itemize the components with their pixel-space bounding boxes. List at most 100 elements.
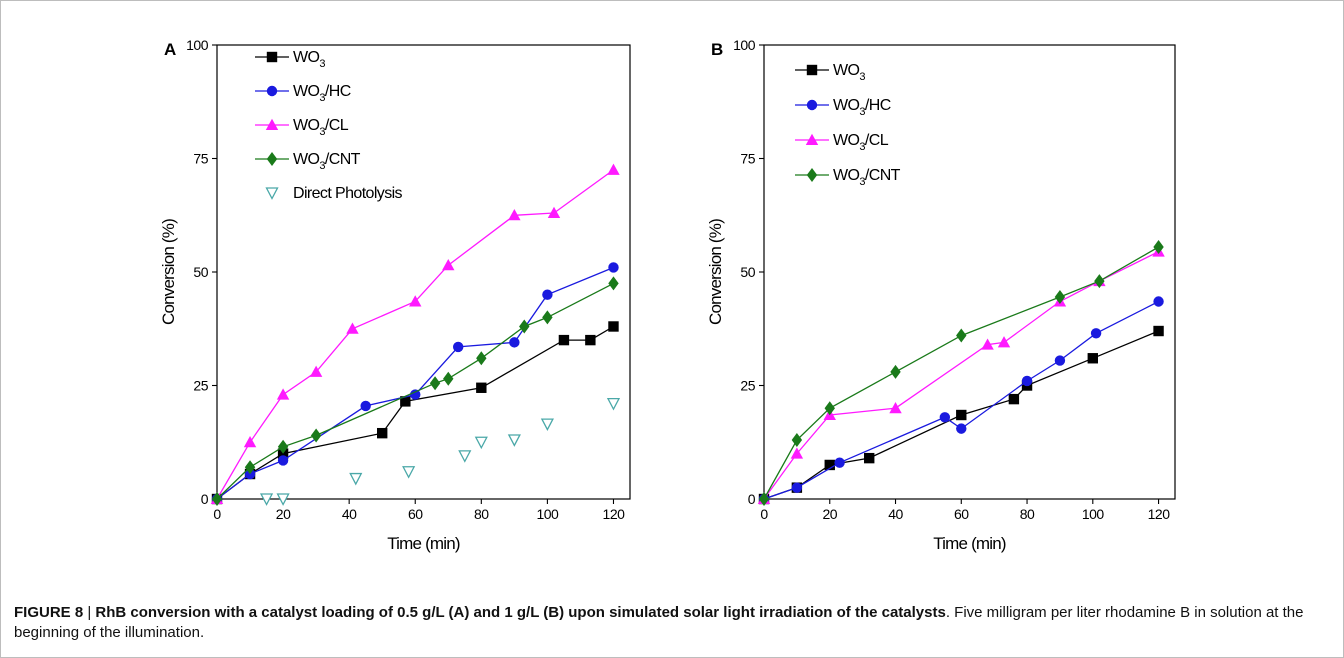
data-point-wo3-cl bbox=[790, 447, 804, 459]
data-point-wo3-cnt bbox=[1094, 274, 1105, 289]
legend-item-wo3-hc-swatch-marker bbox=[806, 99, 818, 111]
series-wo3-cnt bbox=[211, 276, 619, 506]
x-tick-label: 100 bbox=[1082, 506, 1105, 522]
x-tick-label: 0 bbox=[760, 506, 768, 522]
legend-b: WO3 WO3/HC WO3/CL WO3/CNT bbox=[795, 62, 901, 188]
x-tick-label: 20 bbox=[276, 506, 291, 522]
legend-item-wo3-swatch-marker bbox=[806, 64, 818, 76]
series-wo3-cnt bbox=[758, 240, 1164, 506]
data-point-wo3-hc bbox=[956, 423, 967, 434]
data-point-wo3-cnt bbox=[211, 492, 223, 506]
data-point-direct-photolysis bbox=[540, 418, 554, 431]
data-point-wo3-cl bbox=[889, 402, 902, 414]
series-line-wo3-cl bbox=[216, 169, 614, 500]
figure-caption: FIGURE 8 | RhB conversion with a catalys… bbox=[14, 603, 1330, 643]
plot-area-frame-b bbox=[763, 44, 1176, 500]
data-point-wo3-cnt bbox=[476, 351, 487, 366]
series-direct-photolysis bbox=[259, 398, 621, 506]
x-tick-label: 120 bbox=[603, 506, 626, 522]
y-tick-label: 100 bbox=[186, 37, 209, 53]
x-tick-label: 60 bbox=[408, 506, 423, 522]
data-point-wo3 bbox=[956, 409, 967, 421]
y-axis-title-a: Conversion (%) bbox=[159, 219, 178, 325]
data-point-wo3-hc bbox=[410, 389, 421, 400]
legend-item-direct-photolysis-label: Direct Photolysis bbox=[293, 185, 403, 202]
data-point-wo3-cl bbox=[981, 338, 994, 350]
legend-item-wo3-hc-label: WO3/HC bbox=[833, 97, 891, 118]
y-tick-label: 25 bbox=[740, 378, 755, 394]
legend-item-wo3-cnt: WO3/CNT bbox=[255, 151, 361, 172]
series-wo3 bbox=[211, 321, 619, 505]
legend-a: WO3 WO3/HC WO3/CL WO3/CNT Direct Photolysis bbox=[255, 49, 403, 202]
legend-item-wo3-cl-label: WO3/CL bbox=[293, 117, 349, 138]
series-wo3-cl bbox=[757, 245, 1165, 504]
data-point-wo3-cnt bbox=[956, 328, 967, 343]
data-point-wo3-hc bbox=[1153, 296, 1164, 307]
y-tick-label: 75 bbox=[193, 151, 208, 167]
data-point-wo3-cnt bbox=[310, 428, 322, 443]
data-point-wo3-hc bbox=[608, 262, 619, 273]
charts-canvas: A 0 20 40 60 80 100 120 0 25 50 75 100 Time (min) Conv… bbox=[159, 37, 1176, 553]
data-point-direct-photolysis bbox=[349, 472, 363, 486]
x-tick-label: 120 bbox=[1148, 506, 1171, 522]
panel-label-b: B bbox=[711, 40, 723, 59]
legend-item-wo3-cl-label: WO3/CL bbox=[833, 132, 889, 153]
y-axis-title-b: Conversion (%) bbox=[706, 219, 725, 325]
data-point-wo3-cnt bbox=[890, 364, 901, 379]
data-point-wo3-cl bbox=[243, 436, 257, 448]
caption-separator: | bbox=[83, 604, 96, 621]
legend-item-wo3-hc-swatch-marker bbox=[266, 85, 278, 97]
x-tick-label: 20 bbox=[822, 506, 837, 522]
data-point-wo3-hc bbox=[1054, 355, 1066, 366]
data-point-direct-photolysis bbox=[474, 436, 488, 450]
x-tick-label: 60 bbox=[954, 506, 969, 522]
legend-item-wo3-hc: WO3/HC bbox=[795, 97, 891, 118]
chart-panel-b: B 0 20 40 60 80 100 120 0 25 50 75 100 Time (min) Conv… bbox=[706, 37, 1176, 553]
data-point-wo3-hc bbox=[1090, 328, 1102, 339]
data-point-wo3-cl bbox=[508, 209, 521, 221]
legend-item-direct-photolysis-swatch-marker bbox=[265, 187, 279, 200]
x-tick-label: 40 bbox=[888, 506, 903, 522]
data-point-wo3-hc bbox=[939, 412, 951, 423]
x-axis-title-a: Time (min) bbox=[387, 534, 460, 553]
legend-item-wo3: WO3 bbox=[255, 49, 326, 70]
legend-item-wo3-cl-swatch-marker bbox=[805, 133, 819, 145]
series-wo3 bbox=[758, 325, 1164, 505]
data-point-wo3-cnt bbox=[608, 276, 619, 291]
series-line-wo3-cnt bbox=[216, 282, 614, 500]
caption-title: RhB conversion with a catalyst loading o… bbox=[95, 604, 946, 621]
chart-panel-a: A 0 20 40 60 80 100 120 0 25 50 75 100 Time (min) Conv… bbox=[159, 37, 631, 553]
data-point-direct-photolysis bbox=[276, 493, 290, 506]
series-line-wo3-cnt bbox=[763, 246, 1159, 500]
x-tick-label: 40 bbox=[342, 506, 357, 522]
y-tick-label: 50 bbox=[740, 264, 755, 280]
y-tick-label: 0 bbox=[748, 491, 756, 507]
data-point-wo3-cl bbox=[276, 388, 290, 400]
data-point-wo3 bbox=[824, 459, 835, 471]
data-point-direct-photolysis bbox=[259, 493, 274, 506]
y-tick-label: 100 bbox=[733, 37, 756, 53]
data-point-wo3-hc bbox=[834, 457, 845, 468]
data-point-wo3-cnt bbox=[277, 439, 289, 454]
data-point-wo3 bbox=[1087, 353, 1098, 364]
legend-item-wo3-cnt: WO3/CNT bbox=[795, 167, 901, 188]
data-point-wo3-cnt bbox=[443, 371, 454, 386]
data-point-wo3-cl bbox=[547, 206, 561, 218]
data-point-wo3 bbox=[585, 334, 596, 346]
legend-item-wo3-cl: WO3/CL bbox=[255, 117, 349, 138]
data-point-wo3 bbox=[1008, 393, 1020, 405]
legend-item-wo3-cl-swatch-marker bbox=[265, 118, 279, 130]
data-point-wo3 bbox=[1153, 325, 1164, 337]
data-point-wo3-cnt bbox=[1054, 289, 1066, 304]
legend-item-wo3-label: WO3 bbox=[293, 49, 325, 70]
data-point-wo3 bbox=[400, 396, 411, 407]
legend-item-wo3-cl: WO3/CL bbox=[795, 132, 889, 153]
data-point-wo3-cnt bbox=[244, 460, 256, 475]
data-point-wo3-hc bbox=[452, 341, 464, 353]
data-point-wo3-cnt bbox=[824, 401, 835, 416]
data-point-wo3-hc bbox=[1021, 375, 1033, 387]
legend-item-wo3-swatch-marker bbox=[266, 51, 278, 63]
legend-item-wo3-label: WO3 bbox=[833, 62, 865, 83]
data-point-wo3-hc bbox=[791, 482, 803, 493]
